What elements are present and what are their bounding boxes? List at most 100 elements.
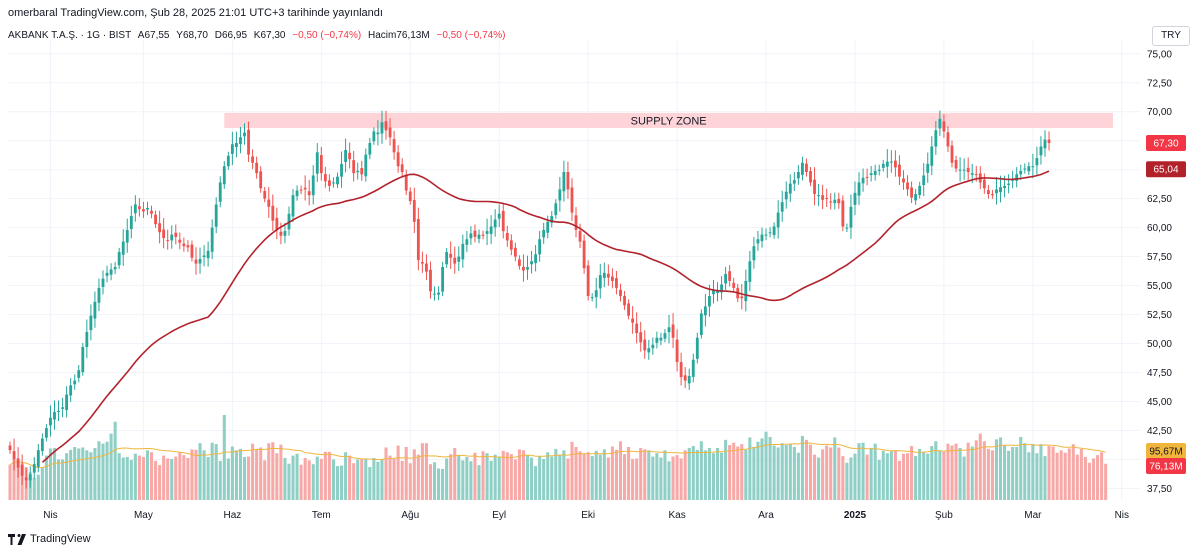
candle-body xyxy=(113,267,117,270)
moving-average-line xyxy=(41,170,1050,463)
volume-bar xyxy=(242,457,247,500)
volume-bar xyxy=(1019,436,1023,500)
volume-bar xyxy=(889,451,893,500)
volume-bar xyxy=(105,441,109,500)
volume-bar xyxy=(291,455,295,500)
candle-body xyxy=(542,229,546,238)
candle-body xyxy=(772,226,776,236)
legend-close: K67,30 xyxy=(253,30,286,41)
volume-bar xyxy=(942,451,946,500)
candle-body xyxy=(995,189,998,194)
candle-body xyxy=(97,287,101,303)
candle-body xyxy=(562,172,566,192)
volume-bar xyxy=(1027,452,1031,500)
candle-body xyxy=(445,251,449,265)
supply-zone-box xyxy=(224,112,1114,128)
volume-bar xyxy=(1059,450,1063,500)
candle-body xyxy=(861,177,865,184)
candle-body xyxy=(162,229,166,239)
candle-body xyxy=(869,173,873,176)
candle-body xyxy=(202,255,206,258)
volume-bar xyxy=(784,445,788,500)
volume-bar xyxy=(534,466,538,500)
candle-body xyxy=(137,206,141,210)
candle-body xyxy=(214,204,218,227)
volume-bar xyxy=(618,441,623,500)
volume-bar xyxy=(962,456,966,500)
candle-body xyxy=(299,189,303,191)
volume-bar xyxy=(392,458,396,500)
candle-body xyxy=(675,339,679,363)
volume-bar xyxy=(222,415,226,500)
candle-body xyxy=(526,267,529,270)
volume-bar xyxy=(1047,446,1051,500)
candle-body xyxy=(239,137,242,144)
candle-body xyxy=(24,477,28,481)
volume-bar xyxy=(339,465,344,500)
time-tick-label: Haz xyxy=(223,510,241,521)
candle-body xyxy=(918,185,922,195)
volume-bar xyxy=(986,448,990,500)
volume-bar xyxy=(489,460,493,500)
volume-ma-badge-text: 95,67M xyxy=(1149,447,1182,458)
volume-bar xyxy=(829,447,833,500)
price-tick-label: 45,00 xyxy=(1147,397,1172,408)
legend-symbol[interactable]: AKBANK T.A.Ş. · 1G · BIST xyxy=(8,30,132,41)
candle-body xyxy=(889,161,893,163)
volume-bar xyxy=(950,445,954,500)
candle-body xyxy=(724,274,728,284)
volume-bar xyxy=(517,449,521,500)
candle-body xyxy=(740,296,744,299)
candle-body xyxy=(101,278,105,287)
volume-bar xyxy=(469,461,473,500)
legend-high: Y68,70 xyxy=(176,30,208,41)
candle-body xyxy=(530,261,533,265)
candle-body xyxy=(69,385,73,396)
volume-bar xyxy=(501,450,505,500)
candle-body xyxy=(643,339,647,351)
price-tick-label: 42,50 xyxy=(1147,426,1172,437)
volume-bars xyxy=(8,415,1108,500)
currency-button[interactable]: TRY xyxy=(1152,26,1190,46)
volume-bar xyxy=(234,450,238,500)
volume-bar xyxy=(360,458,364,500)
candle-body xyxy=(566,172,570,190)
volume-bar xyxy=(804,439,809,500)
candle-body xyxy=(44,428,48,438)
candle-body xyxy=(829,201,833,203)
candle-body xyxy=(174,232,178,237)
candle-body xyxy=(857,182,861,196)
volume-bar xyxy=(186,457,190,500)
candle-body xyxy=(1007,183,1011,185)
volume-bar xyxy=(720,452,724,500)
volume-bar xyxy=(323,451,327,500)
volume-bar xyxy=(695,449,699,500)
volume-bar xyxy=(271,442,275,500)
time-tick-label: Tem xyxy=(312,510,331,521)
time-axis: Nis May Haz Tem Ağu Eyl Eki Kas Ara 2025 Şub Mar Nis xyxy=(43,510,1129,521)
candle-body xyxy=(364,154,368,177)
candle-body xyxy=(133,204,137,214)
candle-body xyxy=(93,301,97,319)
volume-bar xyxy=(493,454,497,500)
volume-bar xyxy=(303,457,307,500)
candle-body xyxy=(906,182,909,190)
volume-bar xyxy=(861,442,865,500)
volume-bar xyxy=(198,443,202,500)
volume-bar xyxy=(643,449,647,500)
candle-body xyxy=(461,243,465,260)
candle-body xyxy=(974,174,978,176)
volume-bar xyxy=(56,459,61,500)
candle-body xyxy=(991,194,994,196)
volume-bar xyxy=(728,445,732,500)
ma-value-badge-bg xyxy=(1146,161,1186,178)
candle-body xyxy=(85,331,89,348)
candle-body xyxy=(784,191,788,200)
candle-body xyxy=(404,174,408,191)
volume-bar xyxy=(263,460,267,500)
candle-body xyxy=(663,333,667,339)
volume-bar xyxy=(885,453,889,500)
price-axis: 37,5040,0042,5045,0047,5050,0052,5055,00… xyxy=(1147,49,1172,495)
volume-bar xyxy=(441,468,445,500)
